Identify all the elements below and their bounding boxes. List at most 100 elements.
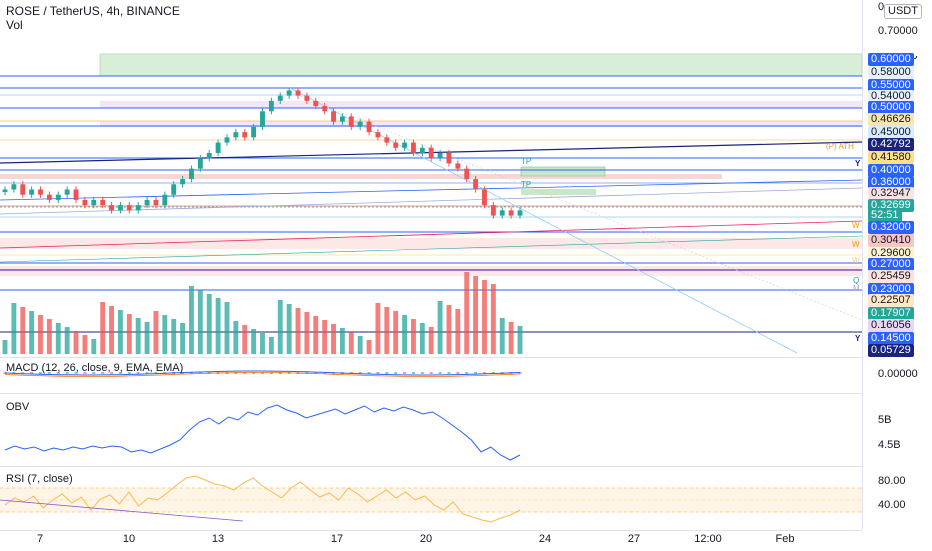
volume-bar: [402, 315, 408, 354]
candle: [411, 142, 416, 153]
q-label: Q: [853, 276, 860, 285]
candle: [215, 142, 221, 153]
macd-histogram-bar: [429, 372, 433, 374]
volume-bar: [348, 332, 354, 354]
volume-bar: [517, 326, 523, 354]
volume-legend[interactable]: Vol: [6, 18, 23, 32]
volume-bar: [38, 315, 43, 354]
candle: [473, 179, 479, 190]
rsi-axis-label: 40.00: [878, 499, 906, 511]
macd-axis-label: 0.00000: [878, 368, 918, 380]
price-chart-canvas[interactable]: [0, 0, 862, 550]
purple-zone: [100, 101, 862, 108]
volume-bar: [393, 311, 399, 354]
macd-histogram-bar: [367, 372, 371, 374]
time-tick: 12:00: [694, 533, 722, 545]
symbol-legend[interactable]: ROSE / TetherUS, 4h, BINANCE: [6, 4, 180, 18]
macd-histogram-bar: [385, 372, 389, 374]
chart-area[interactable]: ROSE / TetherUS, 4h, BINANCE Vol MACD (1…: [0, 0, 862, 550]
rsi-legend[interactable]: RSI (7, close): [6, 473, 73, 485]
volume-bar: [73, 331, 79, 354]
candle: [233, 132, 239, 138]
pane-separator[interactable]: [0, 466, 862, 467]
volume-bar: [29, 311, 35, 354]
macd-histogram-bar: [92, 372, 96, 374]
candle: [117, 205, 123, 211]
w-label: W: [852, 240, 860, 249]
candle: [171, 184, 177, 195]
volume-bar: [2, 340, 8, 354]
price-tag: 0.25459: [868, 270, 914, 283]
price-axis-label: 0.70000: [878, 25, 918, 37]
macd-histogram-bar: [198, 372, 202, 374]
price-tag: 0.60000: [868, 53, 914, 66]
candle: [268, 100, 274, 112]
w-label: W: [852, 221, 860, 230]
price-tag: 0.16056: [868, 319, 914, 332]
obv-legend[interactable]: OBV: [6, 401, 30, 413]
macd-histogram-bar: [252, 372, 256, 374]
candle: [91, 199, 97, 206]
volume-bar: [464, 272, 470, 354]
candle: [189, 168, 194, 180]
red-zone: [0, 238, 862, 249]
tp-label: TP: [521, 180, 532, 189]
volume-bar: [144, 322, 150, 354]
volume-bar: [135, 318, 141, 354]
price-axis-label: 0: [878, 1, 885, 13]
volume-bar: [206, 294, 212, 354]
macd-histogram-bar: [376, 372, 380, 374]
macd-legend[interactable]: MACD (12, 26, close, 9, EMA, EMA): [6, 362, 184, 374]
candle: [508, 210, 514, 216]
candle: [357, 121, 363, 127]
volume-bar: [180, 323, 186, 354]
macd-histogram-bar: [465, 372, 469, 374]
time-tick: 27: [627, 533, 641, 545]
candle: [135, 205, 141, 211]
price-tag: 0.23000: [868, 283, 914, 296]
time-tick: 10: [122, 533, 136, 545]
volume-bar: [171, 319, 177, 354]
volume-bar: [233, 321, 239, 354]
candle: [437, 153, 443, 159]
volume-bar: [224, 302, 230, 354]
price-tag: 0.27000: [868, 258, 914, 271]
volume-bar: [126, 314, 132, 354]
volume-bar: [322, 320, 328, 354]
candle: [286, 90, 292, 96]
trend-line: [0, 235, 862, 263]
macd-histogram-bar: [482, 372, 486, 374]
macd-histogram-bar: [403, 372, 407, 374]
price-tag: 0.41580: [868, 151, 914, 164]
pane-separator[interactable]: [0, 357, 862, 358]
volume-bar: [331, 324, 336, 354]
candle: [162, 194, 168, 206]
candle: [38, 189, 43, 195]
y-label: Y: [855, 159, 861, 168]
volume-bar: [384, 307, 390, 354]
macd-histogram-bar: [65, 372, 69, 374]
price-tag: 0.55000: [868, 79, 914, 92]
candle: [197, 158, 203, 169]
candle: [295, 90, 301, 96]
signal-line: [4, 372, 521, 377]
pane-separator[interactable]: [0, 393, 862, 394]
volume-bar: [117, 310, 123, 354]
volume-bar: [46, 319, 52, 354]
price-tag: 0.05729: [868, 344, 914, 357]
volume-bar: [268, 337, 274, 354]
macd-histogram-bar: [74, 372, 78, 374]
volume-bar: [91, 339, 97, 354]
currency-button[interactable]: USDT: [884, 4, 922, 19]
time-axis[interactable]: [0, 530, 862, 551]
candle: [144, 199, 150, 206]
volume-bar: [304, 312, 310, 354]
macd-histogram-bar: [323, 372, 327, 374]
volume-bar: [153, 311, 159, 354]
volume-bar: [277, 300, 283, 354]
macd-histogram-bar: [154, 372, 158, 374]
candle: [366, 121, 372, 133]
volume-bar: [109, 306, 114, 354]
candle: [304, 95, 310, 101]
candle: [455, 163, 461, 169]
